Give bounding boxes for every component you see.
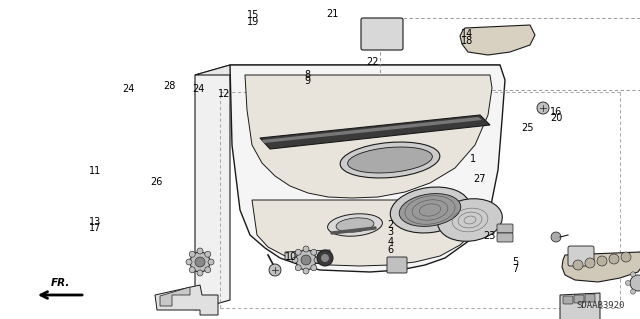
Text: 15: 15 bbox=[246, 10, 259, 20]
Text: SDAAB3920: SDAAB3920 bbox=[577, 301, 625, 310]
Circle shape bbox=[208, 259, 214, 265]
Circle shape bbox=[301, 255, 311, 265]
Circle shape bbox=[292, 257, 298, 263]
Text: FR.: FR. bbox=[51, 278, 70, 288]
Polygon shape bbox=[252, 200, 480, 266]
Circle shape bbox=[197, 270, 203, 276]
Polygon shape bbox=[245, 75, 492, 198]
FancyBboxPatch shape bbox=[361, 18, 403, 50]
FancyBboxPatch shape bbox=[574, 295, 584, 303]
Polygon shape bbox=[195, 65, 500, 75]
Ellipse shape bbox=[340, 142, 440, 178]
Circle shape bbox=[303, 246, 309, 252]
Polygon shape bbox=[160, 287, 190, 306]
Circle shape bbox=[311, 265, 317, 271]
Circle shape bbox=[621, 252, 631, 262]
Circle shape bbox=[630, 275, 640, 291]
Circle shape bbox=[195, 257, 205, 267]
Polygon shape bbox=[262, 117, 482, 143]
Circle shape bbox=[537, 102, 549, 114]
Text: 14: 14 bbox=[461, 29, 473, 40]
Circle shape bbox=[269, 264, 281, 276]
FancyBboxPatch shape bbox=[497, 233, 513, 242]
Text: 23: 23 bbox=[483, 231, 495, 241]
Ellipse shape bbox=[336, 218, 374, 232]
Text: 25: 25 bbox=[522, 122, 534, 133]
Circle shape bbox=[205, 251, 211, 257]
Circle shape bbox=[303, 268, 309, 274]
Circle shape bbox=[295, 249, 301, 255]
Text: 11: 11 bbox=[88, 166, 101, 176]
Text: 22: 22 bbox=[366, 57, 379, 67]
Text: 16: 16 bbox=[550, 107, 563, 117]
Ellipse shape bbox=[390, 187, 470, 233]
Ellipse shape bbox=[348, 147, 433, 173]
Text: 10: 10 bbox=[285, 252, 298, 262]
FancyBboxPatch shape bbox=[497, 224, 513, 233]
Text: 24: 24 bbox=[122, 84, 134, 94]
Text: 21: 21 bbox=[326, 9, 339, 19]
Text: 9: 9 bbox=[304, 76, 310, 86]
Polygon shape bbox=[562, 252, 640, 282]
Ellipse shape bbox=[438, 199, 502, 241]
Text: 19: 19 bbox=[246, 17, 259, 27]
Circle shape bbox=[630, 289, 636, 294]
FancyBboxPatch shape bbox=[387, 257, 407, 273]
Circle shape bbox=[609, 254, 619, 264]
Circle shape bbox=[189, 267, 195, 273]
Circle shape bbox=[585, 258, 595, 268]
Text: 20: 20 bbox=[550, 113, 563, 123]
Circle shape bbox=[317, 250, 333, 266]
Circle shape bbox=[296, 250, 316, 270]
Polygon shape bbox=[230, 65, 505, 272]
Text: 2: 2 bbox=[387, 220, 394, 230]
Circle shape bbox=[189, 251, 195, 257]
Text: 27: 27 bbox=[474, 174, 486, 184]
Circle shape bbox=[197, 248, 203, 254]
Text: 28: 28 bbox=[163, 81, 176, 91]
Circle shape bbox=[321, 254, 329, 262]
Text: 7: 7 bbox=[512, 264, 518, 274]
Text: 5: 5 bbox=[512, 256, 518, 267]
FancyBboxPatch shape bbox=[563, 296, 573, 304]
Text: 4: 4 bbox=[387, 237, 394, 248]
Text: 3: 3 bbox=[387, 227, 394, 237]
Polygon shape bbox=[260, 115, 490, 149]
Text: 24: 24 bbox=[192, 84, 205, 94]
FancyBboxPatch shape bbox=[585, 294, 595, 302]
Circle shape bbox=[314, 257, 320, 263]
Text: 18: 18 bbox=[461, 36, 473, 46]
Ellipse shape bbox=[399, 194, 461, 226]
Circle shape bbox=[597, 256, 607, 266]
Ellipse shape bbox=[328, 214, 383, 236]
Polygon shape bbox=[560, 293, 600, 319]
Circle shape bbox=[186, 259, 192, 265]
Text: 13: 13 bbox=[88, 217, 101, 227]
Polygon shape bbox=[155, 285, 218, 315]
Polygon shape bbox=[285, 250, 330, 260]
Circle shape bbox=[551, 232, 561, 242]
Circle shape bbox=[311, 249, 317, 255]
Circle shape bbox=[630, 272, 636, 277]
Circle shape bbox=[190, 252, 210, 272]
Text: 1: 1 bbox=[470, 154, 477, 165]
Text: 8: 8 bbox=[304, 70, 310, 80]
Text: 6: 6 bbox=[387, 245, 394, 255]
Circle shape bbox=[573, 260, 583, 270]
Polygon shape bbox=[460, 25, 535, 55]
Circle shape bbox=[625, 280, 630, 286]
Circle shape bbox=[295, 265, 301, 271]
Polygon shape bbox=[195, 65, 230, 310]
FancyBboxPatch shape bbox=[568, 246, 594, 266]
Text: 26: 26 bbox=[150, 177, 163, 188]
Text: 12: 12 bbox=[218, 89, 230, 99]
Text: 17: 17 bbox=[88, 223, 101, 233]
Circle shape bbox=[205, 267, 211, 273]
